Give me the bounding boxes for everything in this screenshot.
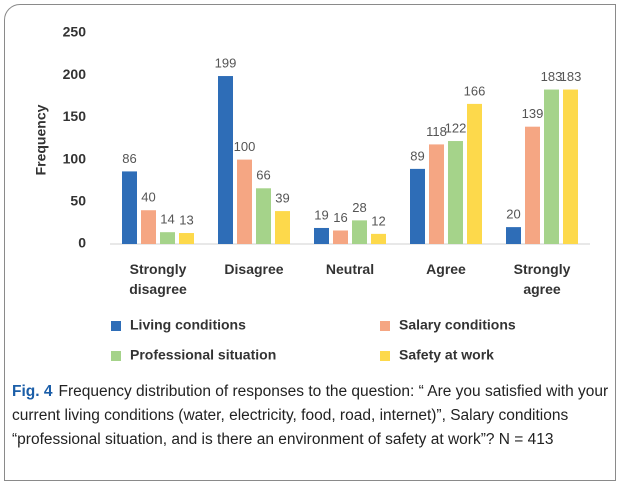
bar	[371, 233, 386, 244]
caption-label: Fig. 4	[12, 383, 53, 400]
bar	[352, 220, 367, 244]
bar	[275, 211, 290, 244]
data-label: 183	[541, 69, 563, 84]
y-tick-label: 250	[63, 24, 87, 40]
legend-swatch	[380, 321, 390, 331]
data-label: 89	[410, 148, 424, 163]
data-label: 20	[506, 207, 520, 222]
data-label: 13	[179, 212, 193, 227]
bar	[448, 141, 463, 244]
data-label: 166	[464, 83, 486, 98]
bar	[467, 103, 482, 244]
y-axis-title: Frequency	[33, 104, 49, 175]
bar	[563, 89, 578, 244]
x-tick-label: Strongly disagree	[129, 261, 187, 297]
bar	[410, 168, 425, 244]
data-label: 14	[160, 212, 174, 227]
x-tick-label: Disagree	[224, 261, 284, 277]
y-tick-label: 100	[63, 150, 87, 166]
data-label: 16	[333, 210, 347, 225]
data-label: 66	[256, 168, 270, 183]
x-tick-label: Agree	[426, 261, 466, 277]
data-label: 12	[371, 213, 385, 228]
y-tick-label: 50	[70, 193, 86, 209]
bar	[141, 210, 156, 244]
bar	[506, 227, 521, 244]
legend-label: Safety at work	[399, 347, 494, 363]
y-tick-label: 0	[78, 235, 86, 251]
legend-swatch	[380, 351, 390, 361]
bar	[122, 171, 137, 244]
y-tick-label: 200	[63, 66, 87, 82]
data-label: 100	[234, 139, 256, 154]
legend-label: Living conditions	[130, 317, 246, 333]
x-tick-label: Neutral	[325, 261, 375, 277]
data-label: 183	[560, 69, 582, 84]
bar	[160, 232, 175, 244]
data-label: 19	[314, 207, 328, 222]
bar	[429, 144, 444, 244]
legend-swatch	[111, 321, 121, 331]
data-label: 122	[445, 120, 467, 135]
bar	[218, 76, 233, 244]
bar	[179, 233, 194, 244]
bar	[525, 126, 540, 244]
data-label: 40	[141, 190, 155, 205]
legend-swatch	[111, 351, 121, 361]
bar	[544, 89, 559, 244]
y-tick-label: 150	[63, 108, 87, 124]
bar	[237, 159, 252, 244]
caption-text: Frequency distribution of responses to t…	[12, 383, 609, 448]
bar	[256, 188, 271, 244]
caption: Fig. 4 Frequency distribution of response…	[12, 380, 610, 452]
data-label: 118	[426, 124, 447, 139]
bar	[314, 227, 329, 244]
data-label: 39	[275, 191, 289, 206]
legend-label: Professional situation	[130, 347, 276, 363]
x-tick-label: Strongly agree	[513, 261, 571, 297]
data-label: 139	[522, 106, 544, 121]
bar	[333, 230, 348, 244]
data-label: 28	[352, 200, 366, 215]
data-label: 86	[122, 151, 136, 166]
frame	[4, 4, 616, 481]
data-label: 199	[215, 55, 237, 70]
legend-label: Salary conditions	[399, 317, 516, 333]
